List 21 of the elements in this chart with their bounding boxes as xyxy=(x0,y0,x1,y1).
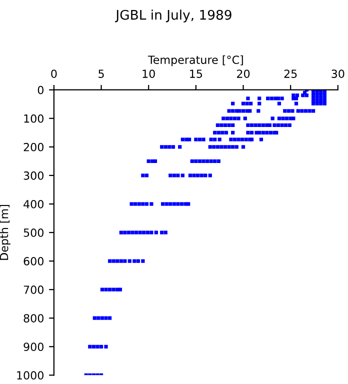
x-tick-label: 0 xyxy=(51,70,57,78)
y-tick-label: 200 xyxy=(24,142,44,152)
x-axis-title: Temperature [°C] xyxy=(148,55,243,66)
y-tick-label: 500 xyxy=(24,228,44,237)
x-tick-label: 20 xyxy=(236,70,250,78)
x-tick-label: 25 xyxy=(284,70,297,78)
y-tick-label: 1000 xyxy=(17,371,44,380)
chart-title: JGBL in July, 1989 xyxy=(115,10,232,22)
y-tick-label: 100 xyxy=(24,114,44,123)
y-tick-label: 600 xyxy=(24,257,44,266)
y-tick-label: 0 xyxy=(38,86,44,94)
y-tick-label: 800 xyxy=(24,314,44,322)
y-tick-label: 400 xyxy=(24,200,44,208)
x-tick-label: 15 xyxy=(190,70,202,78)
y-axis-title: Depth [m] xyxy=(0,205,10,260)
y-tick-label: 900 xyxy=(24,342,44,352)
y-tick-label: 700 xyxy=(24,286,44,294)
x-tick-label: 5 xyxy=(98,70,104,78)
x-tick-label: 30 xyxy=(332,70,344,78)
x-tick-label: 10 xyxy=(142,70,155,78)
y-tick-label: 300 xyxy=(24,171,44,180)
